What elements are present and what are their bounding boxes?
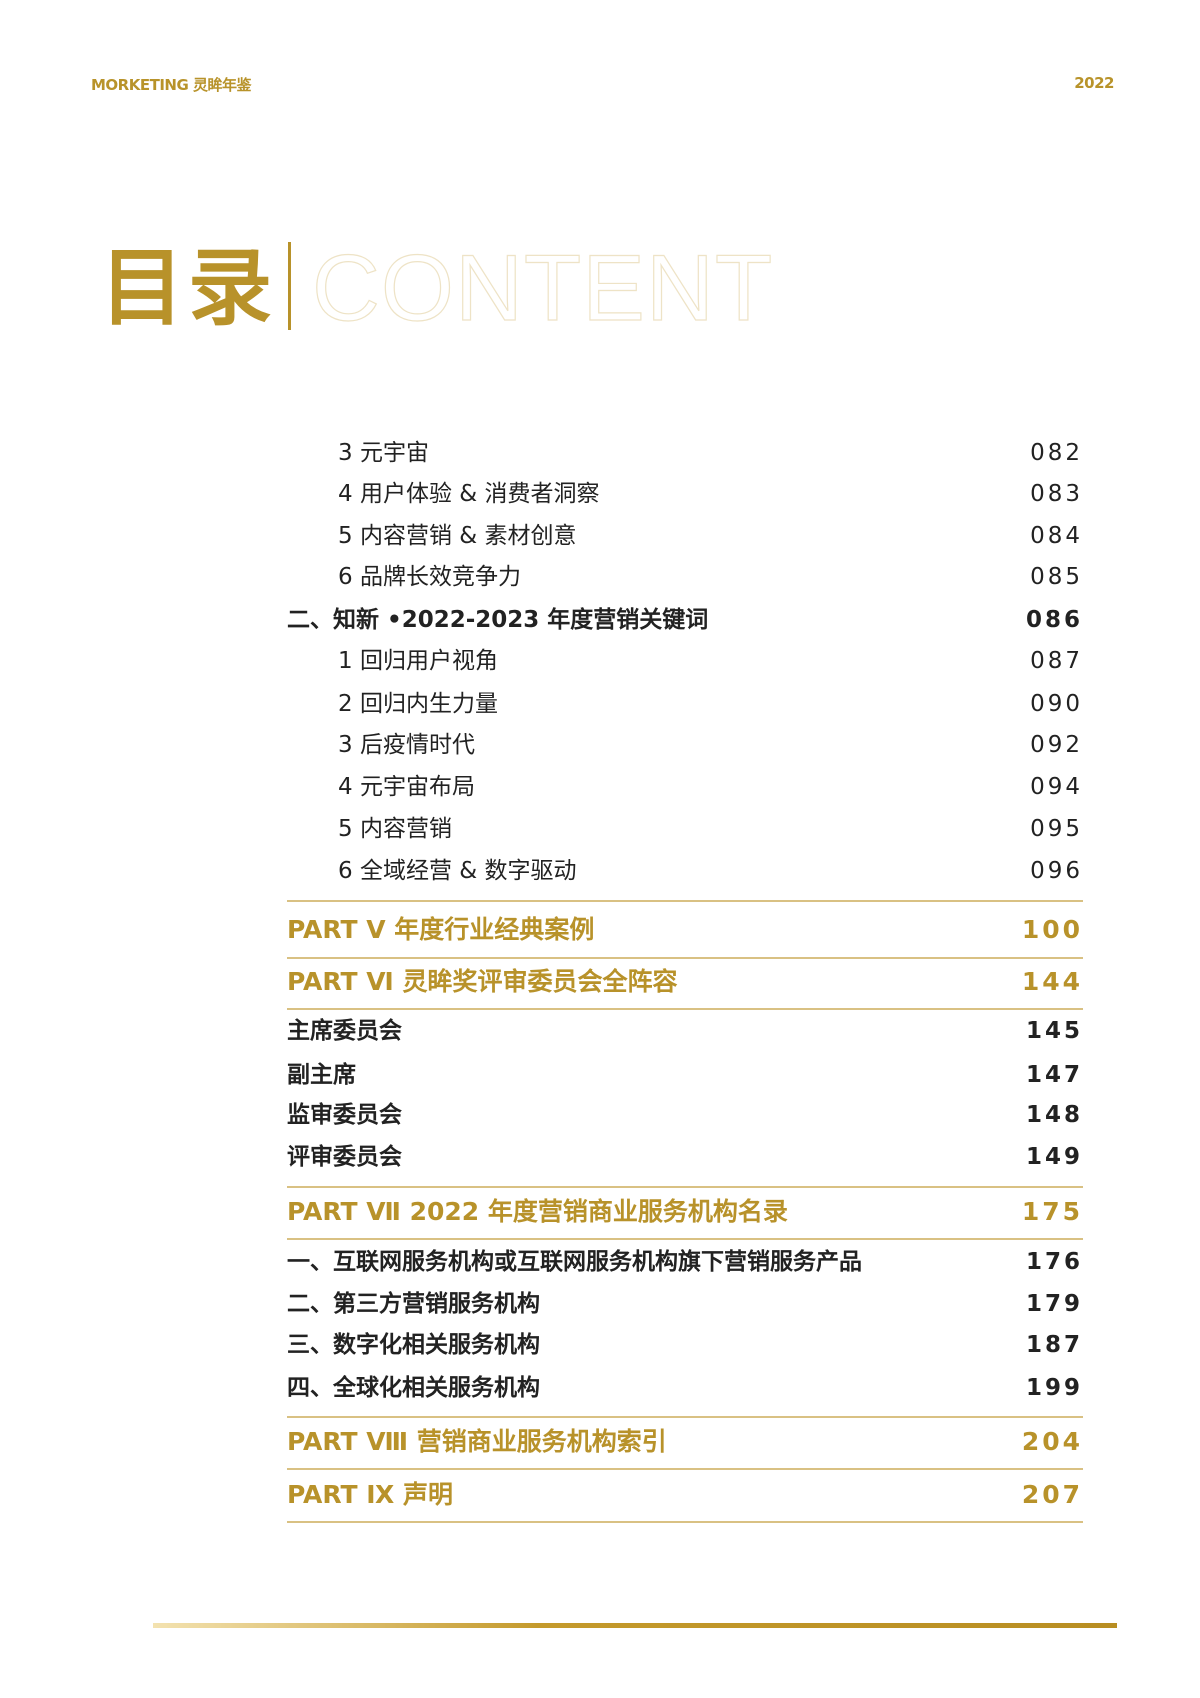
toc-entry-label: PART Ⅸ 声明 — [287, 1480, 453, 1509]
toc-entry[interactable]: 1 回归用户视角 087 — [287, 641, 1083, 681]
toc-divider — [287, 957, 1083, 959]
toc-entry-page: 199 — [1025, 1375, 1083, 1401]
toc-entry-page: 145 — [1025, 1018, 1083, 1044]
toc-entry-page: 175 — [1021, 1197, 1083, 1226]
toc-entry-page: 144 — [1021, 967, 1083, 996]
toc-entry[interactable]: 一、互联网服务机构或互联网服务机构旗下营销服务产品 176 — [287, 1242, 1083, 1282]
toc-divider — [287, 1521, 1083, 1523]
toc-entry-page: 176 — [1025, 1249, 1083, 1275]
toc-entry-label: 主席委员会 — [287, 1018, 402, 1044]
footer-rule — [153, 1623, 1117, 1628]
toc-entry-label: 5 内容营销 & 素材创意 — [338, 523, 577, 549]
toc-entry[interactable]: 四、全球化相关服务机构 199 — [287, 1368, 1083, 1408]
toc-entry[interactable]: 6 全域经营 & 数字驱动 096 — [287, 851, 1083, 891]
toc-entry-label: 3 后疫情时代 — [338, 732, 475, 758]
toc-entry-page: 207 — [1021, 1480, 1083, 1509]
toc-entry[interactable]: 5 内容营销 & 素材创意 084 — [287, 516, 1083, 556]
toc-entry-label: PART Ⅷ 营销商业服务机构索引 — [287, 1427, 667, 1456]
toc-divider — [287, 1468, 1083, 1470]
toc-divider — [287, 1238, 1083, 1240]
toc-entry-label: 6 品牌长效竞争力 — [338, 564, 521, 590]
toc-entry[interactable]: 二、第三方营销服务机构 179 — [287, 1284, 1083, 1324]
toc-entry-label: 二、第三方营销服务机构 — [287, 1291, 540, 1317]
toc-entry-page: 082 — [1030, 440, 1083, 466]
toc-entry[interactable]: PART Ⅴ 年度行业经典案例 100 — [287, 910, 1083, 950]
toc-entry-label: 5 内容营销 — [338, 816, 452, 842]
toc-divider — [287, 1008, 1083, 1010]
toc-entry-label: 四、全球化相关服务机构 — [287, 1375, 540, 1401]
header-brand: MORKETING 灵眸年鉴 — [91, 76, 252, 94]
toc-entry-label: 4 用户体验 & 消费者洞察 — [338, 481, 600, 507]
toc-entry-label: 副主席 — [287, 1062, 356, 1088]
toc-entry[interactable]: PART Ⅵ 灵眸奖评审委员会全阵容 144 — [287, 962, 1083, 1002]
toc-entry-page: 094 — [1030, 774, 1083, 800]
toc-entry-page: 187 — [1025, 1332, 1083, 1358]
toc-entry-label: 监审委员会 — [287, 1102, 402, 1128]
toc-entry[interactable]: 5 内容营销 095 — [287, 809, 1083, 849]
toc-entry-page: 092 — [1030, 732, 1083, 758]
toc-entry[interactable]: 评审委员会 149 — [287, 1137, 1083, 1177]
toc-entry-page: 084 — [1030, 523, 1083, 549]
toc-divider — [287, 1416, 1083, 1418]
toc-entry-page: 090 — [1030, 691, 1083, 717]
toc-entry-label: PART Ⅶ 2022 年度营销商业服务机构名录 — [287, 1197, 788, 1226]
toc-divider — [287, 1186, 1083, 1188]
toc-entry-page: 096 — [1030, 858, 1083, 884]
toc-entry[interactable]: 3 元宇宙 082 — [287, 433, 1083, 473]
toc-entry-page: 085 — [1030, 564, 1083, 590]
toc-entry[interactable]: PART Ⅷ 营销商业服务机构索引 204 — [287, 1422, 1083, 1462]
toc-entry-label: 2 回归内生力量 — [338, 691, 498, 717]
toc-divider — [287, 900, 1083, 902]
toc-entry-label: 4 元宇宙布局 — [338, 774, 475, 800]
toc-entry[interactable]: 4 用户体验 & 消费者洞察 083 — [287, 474, 1083, 514]
toc-entry[interactable]: 2 回归内生力量 090 — [287, 684, 1083, 724]
toc-entry-label: 3 元宇宙 — [338, 440, 429, 466]
toc-entry[interactable]: PART Ⅸ 声明 207 — [287, 1475, 1083, 1515]
toc-entry-label: PART Ⅴ 年度行业经典案例 — [287, 915, 595, 944]
toc-entry-page: 086 — [1025, 607, 1083, 633]
toc-entry-label: 一、互联网服务机构或互联网服务机构旗下营销服务产品 — [287, 1249, 862, 1275]
toc-entry[interactable]: 6 品牌长效竞争力 085 — [287, 557, 1083, 597]
toc-entry[interactable]: 4 元宇宙布局 094 — [287, 767, 1083, 807]
toc-entry-page: 095 — [1030, 816, 1083, 842]
toc-entry[interactable]: 3 后疫情时代 092 — [287, 725, 1083, 765]
toc-entry-label: 1 回归用户视角 — [338, 648, 498, 674]
toc-entry[interactable]: 主席委员会 145 — [287, 1011, 1083, 1051]
title-divider — [288, 242, 291, 330]
toc-entry-page: 147 — [1025, 1062, 1083, 1088]
toc-entry-label: 6 全域经营 & 数字驱动 — [338, 858, 577, 884]
toc-entry-label: 二、知新 •2022-2023 年度营销关键词 — [287, 607, 709, 633]
toc-entry-page: 149 — [1025, 1144, 1083, 1170]
toc-entry-page: 179 — [1025, 1291, 1083, 1317]
toc-entry[interactable]: 二、知新 •2022-2023 年度营销关键词 086 — [287, 600, 1083, 640]
header-year: 2022 — [1074, 74, 1114, 92]
toc-entry-page: 204 — [1021, 1427, 1083, 1456]
page-title: 目录 — [100, 239, 277, 337]
toc-entry-page: 148 — [1025, 1102, 1083, 1128]
toc-entry[interactable]: 监审委员会 148 — [287, 1095, 1083, 1135]
toc-entry-label: PART Ⅵ 灵眸奖评审委员会全阵容 — [287, 967, 678, 996]
toc-entry-label: 三、数字化相关服务机构 — [287, 1332, 540, 1358]
toc-entry-label: 评审委员会 — [287, 1144, 402, 1170]
page-title-en: CONTENT — [311, 235, 774, 340]
toc-entry-page: 087 — [1030, 648, 1083, 674]
toc-entry[interactable]: 副主席 147 — [287, 1055, 1083, 1095]
toc-entry-page: 083 — [1030, 481, 1083, 507]
toc-entry[interactable]: PART Ⅶ 2022 年度营销商业服务机构名录 175 — [287, 1192, 1083, 1232]
toc-entry[interactable]: 三、数字化相关服务机构 187 — [287, 1325, 1083, 1365]
toc-entry-page: 100 — [1021, 915, 1083, 944]
